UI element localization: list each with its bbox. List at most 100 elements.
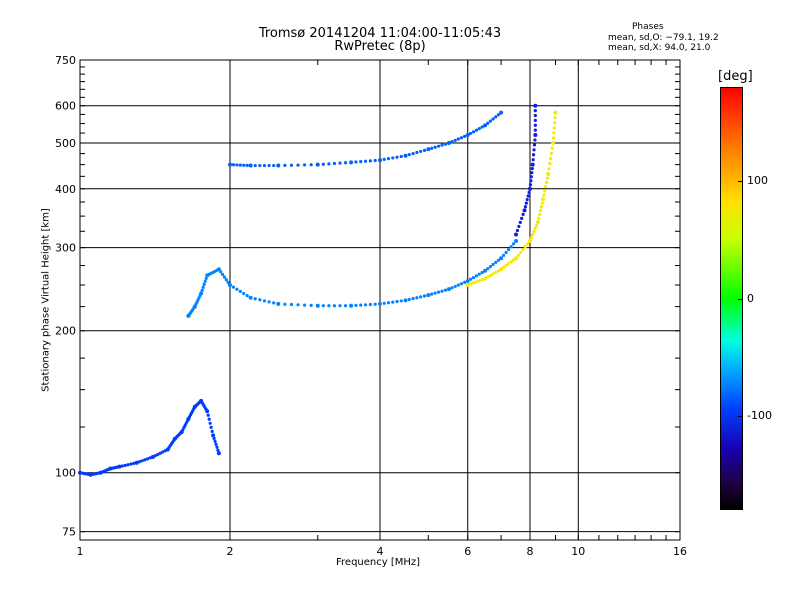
colorbar-tick-label: -100 — [747, 409, 772, 422]
data-point — [437, 290, 441, 294]
data-point — [535, 223, 539, 227]
data-point — [222, 275, 227, 279]
data-point — [216, 267, 221, 272]
data-point — [399, 154, 403, 159]
data-point — [242, 291, 246, 296]
data-point — [373, 302, 377, 306]
data-point — [533, 128, 537, 132]
data-point — [520, 216, 524, 220]
data-point — [494, 270, 498, 274]
data-point — [504, 263, 508, 268]
data-point — [537, 216, 541, 220]
data-point — [248, 295, 253, 300]
data-point — [506, 247, 511, 252]
data-point — [551, 136, 556, 140]
data-point — [486, 121, 490, 125]
colorbar-tick-mark — [738, 181, 743, 182]
data-point — [205, 409, 210, 414]
y-tick-label: 75 — [62, 526, 76, 539]
data-point — [289, 302, 294, 307]
data-point — [501, 265, 506, 270]
data-point — [399, 299, 403, 303]
data-point — [459, 282, 464, 286]
data-point — [327, 304, 331, 308]
data-point — [210, 429, 214, 433]
data-point — [530, 162, 535, 167]
x-tick-label: 2 — [227, 545, 234, 558]
data-point — [359, 160, 363, 164]
data-point — [145, 457, 150, 461]
data-point — [514, 232, 519, 237]
data-point — [228, 162, 232, 167]
data-point — [395, 155, 399, 159]
data-point — [426, 147, 431, 152]
data-point — [202, 282, 206, 287]
data-point — [529, 179, 533, 183]
data-point — [426, 293, 431, 298]
data-point — [386, 157, 391, 161]
data-point — [411, 296, 415, 301]
data-point — [529, 236, 533, 240]
data-point — [499, 267, 504, 272]
y-tick-label: 500 — [55, 137, 76, 150]
data-point — [543, 189, 547, 193]
data-point — [403, 298, 408, 303]
data-point — [137, 460, 142, 464]
data-point — [321, 304, 325, 308]
data-point — [158, 451, 162, 455]
y-tick-label: 200 — [55, 325, 76, 338]
data-point — [437, 144, 441, 148]
data-point — [258, 163, 262, 168]
data-point — [480, 278, 484, 282]
data-point — [533, 118, 537, 122]
data-point — [549, 151, 554, 155]
data-point — [532, 229, 536, 234]
data-point — [544, 185, 548, 189]
data-point — [527, 190, 531, 194]
data-point — [201, 285, 205, 290]
data-point — [309, 303, 313, 308]
data-point — [219, 270, 223, 274]
data-point — [129, 462, 133, 466]
data-point — [433, 291, 437, 295]
data-point — [235, 163, 239, 167]
data-point — [391, 300, 395, 304]
data-point — [349, 303, 354, 308]
x-tick-label: 6 — [464, 545, 471, 558]
data-point — [548, 162, 552, 166]
data-point — [378, 301, 382, 306]
data-point — [494, 260, 498, 264]
data-point — [440, 289, 444, 293]
stats-x-line: mean, sd,X: 94.0, 21.0 — [608, 43, 711, 53]
data-point — [533, 226, 537, 230]
data-point — [469, 282, 473, 286]
data-point — [530, 171, 534, 175]
data-point — [446, 287, 451, 292]
colorbar-tick-label: 100 — [747, 174, 768, 187]
data-point — [521, 247, 525, 252]
data-point — [359, 303, 363, 307]
data-point — [309, 163, 313, 167]
data-point — [242, 163, 246, 167]
data-point — [469, 131, 473, 136]
data-point — [514, 256, 519, 261]
data-point — [354, 303, 358, 308]
x-axis-label: Frequency [MHz] — [336, 557, 421, 568]
data-point — [483, 268, 488, 273]
x-tick-label: 10 — [571, 545, 585, 558]
data-point — [488, 264, 493, 269]
data-point — [459, 136, 464, 140]
data-point — [486, 275, 490, 279]
data-point — [338, 304, 342, 308]
data-point — [215, 445, 219, 449]
data-point — [443, 288, 448, 292]
data-point — [515, 228, 520, 233]
data-point — [535, 220, 540, 225]
data-point — [343, 304, 348, 308]
data-point — [531, 153, 536, 157]
data-point — [477, 272, 481, 276]
data-point — [456, 283, 460, 287]
data-point — [540, 201, 544, 205]
data-point — [296, 303, 300, 307]
data-point — [368, 159, 372, 163]
